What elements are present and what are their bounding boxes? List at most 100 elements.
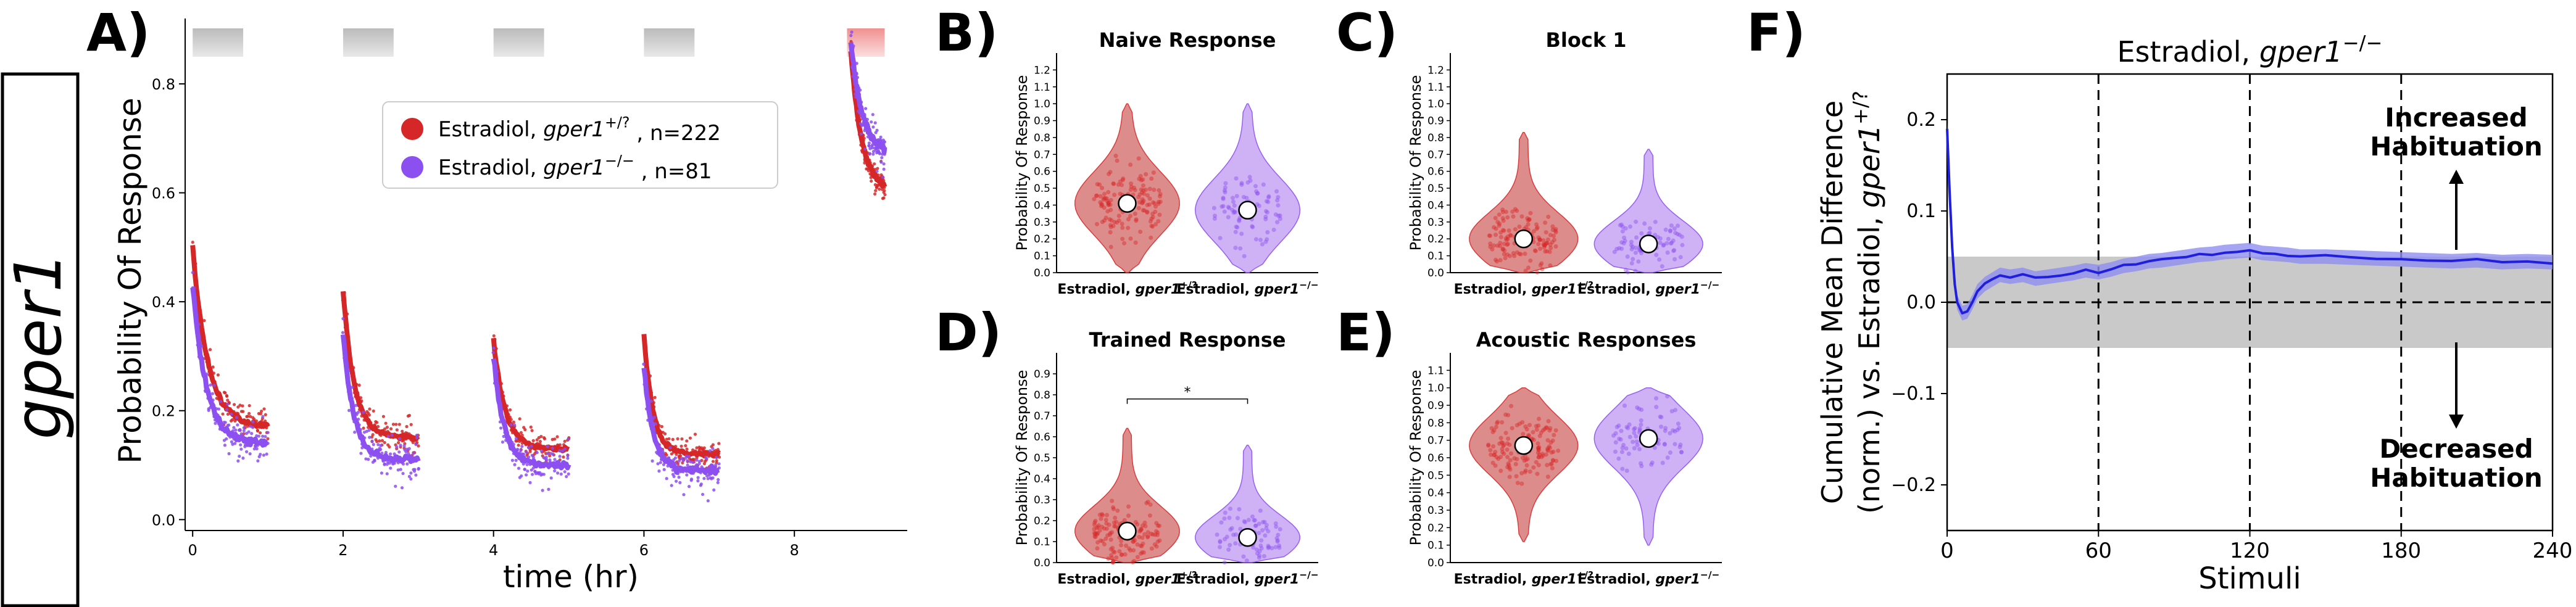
data-point [385,472,389,476]
violin-point [1551,449,1556,454]
violin-point [1139,551,1144,556]
violin-point [1505,236,1510,241]
violin-point [1128,236,1133,241]
violin-point [1122,518,1127,522]
y-axis-label-line2-part: gper1 [1853,125,1886,208]
violin-point [1120,552,1124,557]
y-tick-label: 0.3 [1427,217,1444,229]
violin-point [1653,220,1658,225]
group-label-part: +/? [1180,569,1197,580]
data-point [395,445,399,448]
data-point [548,454,552,458]
violin-point [1534,424,1539,429]
group-label: Estradiol, gper1−/− [1176,279,1318,297]
violin-point [1492,243,1497,248]
data-point [553,458,557,461]
data-point [665,477,668,481]
violin-point [1145,210,1150,215]
group-label-part: gper1 [1532,282,1577,297]
violin-point [1506,436,1511,441]
data-point [238,427,242,432]
violin-point [1552,432,1556,437]
group-label-part: Estradiol, [1176,572,1254,587]
violin-point [1536,455,1541,460]
data-point [667,456,671,460]
violin-point [1217,545,1222,550]
violin-point [1635,405,1640,410]
violin-point [1491,444,1496,449]
series-trend-line [848,42,887,155]
violin-point [1222,516,1227,521]
violin-point [1653,233,1658,237]
violin-point [1152,188,1157,192]
data-point [672,474,676,479]
violin-point [1120,236,1125,241]
violin-point [1506,463,1511,468]
violin-point [1539,455,1544,460]
data-point [236,459,240,463]
violin-point [1547,249,1552,254]
data-point [546,452,549,455]
data-point [668,446,672,450]
violin-point [1519,471,1524,476]
data-point [878,188,881,191]
data-point [389,466,393,470]
x-axis-label: time (hr) [503,559,639,595]
series-trend-line [340,291,420,442]
violin-point [1514,474,1519,479]
data-point [514,458,518,462]
violin-point [1119,543,1124,548]
group-label-part: Estradiol, [1057,282,1135,297]
data-point [396,441,401,445]
violin-point [1514,423,1519,427]
violin-point [1106,200,1111,205]
violin-point [1261,554,1266,559]
violin-point [1213,213,1218,218]
violin-point [1129,181,1134,186]
y-tick-label: 1.1 [1427,365,1444,377]
violin-point [1234,176,1239,181]
data-point [717,442,721,445]
data-point [191,271,194,275]
violin-point [1273,521,1278,526]
violin-point [1673,231,1678,236]
violin-body [1074,427,1180,563]
violin-point [1545,447,1550,452]
violin-point [1094,526,1099,531]
y-tick-label: 1.1 [1427,81,1444,94]
panel-b: B) Naive Response 0.0 0.1 0.2 0.3 0.4 0.5 0.6 0.7… [935,2,1319,297]
violin-point [1231,532,1236,537]
y-tick-label: 0.2 [1034,233,1050,246]
y-tick-label: 0.1 [1427,540,1444,552]
data-point [510,458,515,462]
violin-point [1254,189,1259,194]
violin-point [1137,529,1142,534]
violin-point [1672,429,1677,434]
violin-point [1507,474,1512,479]
violin-point [1537,452,1542,457]
violin-point [1113,524,1118,529]
violin-point [1624,446,1629,451]
violin-point [1257,204,1261,209]
violin-point [1155,532,1160,537]
y-tick-label: 0.2 [1034,515,1050,527]
data-point [686,459,689,463]
violin-point [1103,518,1108,522]
data-point [711,447,715,450]
y-tick-label: 0.8 [1034,389,1050,402]
violin-point [1131,185,1136,190]
violin-point [1130,560,1135,565]
violin-point [1512,456,1517,461]
violin-point [1523,469,1527,474]
data-point [715,456,718,460]
data-point [558,449,562,453]
violin-point [1550,458,1555,463]
violin-point [1509,403,1514,408]
violin-point [1535,270,1540,275]
panel-label: C) [1336,2,1398,63]
violin-point [1654,252,1659,257]
y-tick-label: 0.2 [1427,233,1444,246]
data-point [362,410,365,414]
y-tick-label: 0.8 [1034,132,1050,144]
violin-point [1228,506,1232,511]
